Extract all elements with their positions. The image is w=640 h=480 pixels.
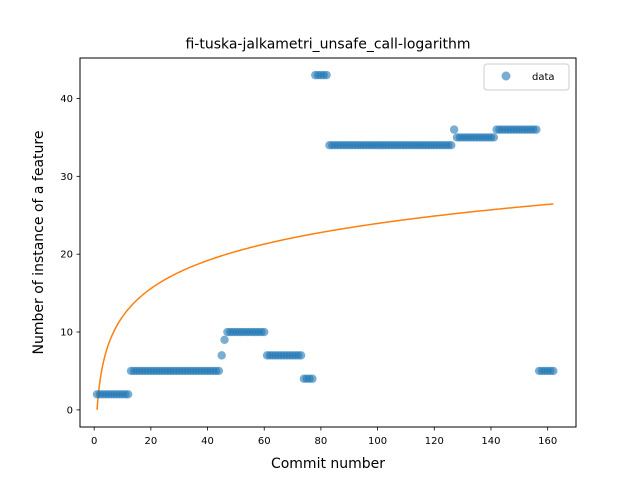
y-tick-label: 30 <box>60 172 73 183</box>
x-tick-label: 20 <box>144 436 157 447</box>
data-point <box>449 125 459 134</box>
data-point <box>296 351 306 360</box>
x-tick-label: 60 <box>258 436 271 447</box>
fit-layer <box>96 203 554 410</box>
data-point <box>549 366 558 376</box>
fit-line <box>96 203 554 410</box>
data-point <box>532 125 541 134</box>
y-tick-label: 20 <box>60 250 73 261</box>
chart-title: fi-tuska-jalkametri_unsafe_call-logarith… <box>185 37 470 53</box>
y-tick-label: 0 <box>67 405 73 416</box>
data-point <box>489 133 499 142</box>
x-tick-label: 100 <box>368 436 387 447</box>
data-point <box>447 140 456 150</box>
x-tick-label: 0 <box>91 436 97 447</box>
x-tick-label: 80 <box>315 436 328 447</box>
data-point <box>308 374 317 383</box>
x-axis: 0 20 40 60 80 100 120 140 160 <box>91 427 557 447</box>
y-axis: 0 10 20 30 40 <box>60 94 80 416</box>
data-point <box>260 327 269 337</box>
legend: data <box>483 63 570 91</box>
data-point <box>123 390 133 399</box>
x-tick-label: 120 <box>425 436 444 447</box>
y-axis-label: Number of instance of a feature <box>31 131 47 355</box>
x-axis-label: Commit number <box>271 456 385 472</box>
legend-marker-data <box>501 71 511 81</box>
y-tick-label: 10 <box>60 328 73 339</box>
data-point <box>220 335 229 345</box>
data-point <box>322 70 331 80</box>
x-tick-label: 160 <box>538 436 557 447</box>
x-tick-label: 40 <box>201 436 214 447</box>
axes-frame <box>79 57 577 428</box>
legend-label-data: data <box>532 72 555 83</box>
y-tick-label: 40 <box>60 94 73 105</box>
data-point <box>214 366 224 376</box>
x-tick-label: 140 <box>481 436 500 447</box>
points-layer <box>92 70 558 399</box>
legend-box <box>483 63 570 91</box>
data-point <box>217 351 226 360</box>
